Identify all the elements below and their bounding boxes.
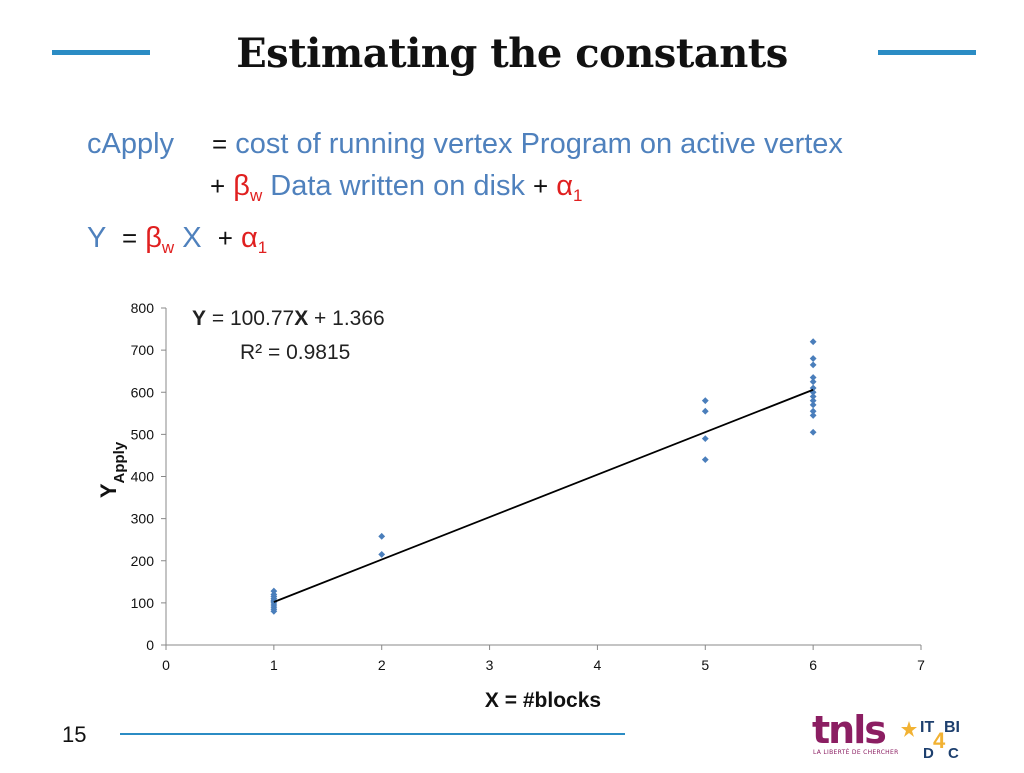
y-tick-label: 100 bbox=[131, 595, 155, 611]
data-point bbox=[809, 393, 817, 400]
x-tick-label: 3 bbox=[486, 657, 494, 673]
data-point bbox=[809, 401, 817, 409]
star-icon bbox=[901, 721, 917, 737]
data-point bbox=[809, 338, 817, 346]
chart-points bbox=[270, 338, 817, 615]
y-tick-label: 700 bbox=[131, 342, 155, 358]
svg-text:4: 4 bbox=[933, 728, 946, 753]
tnls-logo-tagline: LA LIBERTÉ DE CHERCHER bbox=[813, 749, 899, 756]
r-squared: R² = 0.9815 bbox=[240, 341, 350, 364]
plus-sign: + bbox=[210, 171, 226, 201]
plus-sign: + bbox=[533, 171, 549, 201]
equals-sign: = bbox=[212, 129, 228, 159]
regression-equation: Y = 100.77X + 1.366 bbox=[192, 307, 385, 330]
y-axis-label: YApply bbox=[96, 441, 128, 498]
equals-sign: = bbox=[121, 223, 138, 253]
chart-trendline bbox=[273, 388, 814, 603]
slide-title: Estimating the constants bbox=[236, 30, 788, 77]
data-point bbox=[809, 407, 817, 415]
data-point bbox=[701, 456, 709, 464]
y-tick-label: 0 bbox=[146, 637, 154, 653]
footer-line bbox=[120, 733, 625, 735]
data-point bbox=[809, 378, 817, 386]
beta-symbol: βw bbox=[145, 222, 175, 257]
data-point bbox=[809, 397, 817, 405]
title-decoration-left bbox=[52, 50, 150, 55]
title-decoration-right bbox=[878, 50, 976, 55]
data-point bbox=[809, 412, 817, 419]
data-point bbox=[378, 532, 386, 540]
slide-number: 15 bbox=[62, 722, 87, 747]
alpha-symbol: α1 bbox=[556, 170, 583, 205]
data-point bbox=[701, 435, 709, 442]
plus-sign: + bbox=[217, 223, 233, 253]
data-point bbox=[809, 428, 817, 436]
y-tick-label: 200 bbox=[131, 553, 155, 569]
x-tick-label: 6 bbox=[809, 657, 817, 673]
svg-text:D: D bbox=[923, 745, 934, 762]
y-tick-label: 300 bbox=[131, 511, 155, 527]
x-tick-label: 5 bbox=[701, 657, 709, 673]
data-point bbox=[809, 374, 817, 381]
x-tick-label: 2 bbox=[378, 657, 386, 673]
equation-line-1: cApply = cost of running vertex Program … bbox=[87, 128, 843, 161]
x-tick-label: 1 bbox=[270, 657, 278, 673]
data-point bbox=[809, 388, 817, 396]
capply-label: cApply bbox=[87, 128, 175, 160]
trendline bbox=[273, 388, 814, 603]
cost-description: cost of running vertex Program on active… bbox=[235, 128, 843, 160]
data-point bbox=[809, 361, 817, 369]
tnls-logo: tnls bbox=[812, 708, 887, 752]
equation-line-3: Y = βw X + α1 bbox=[87, 222, 268, 257]
y-tick-label: 600 bbox=[131, 384, 155, 400]
x-tick-label: 4 bbox=[594, 657, 602, 673]
data-point bbox=[270, 587, 278, 595]
x-tick-label: 7 bbox=[917, 657, 925, 673]
beta-symbol: βw bbox=[233, 170, 263, 205]
x-variable: X bbox=[182, 222, 202, 254]
y-variable: Y bbox=[87, 222, 106, 254]
data-point bbox=[701, 397, 709, 405]
data-point bbox=[701, 407, 709, 415]
x-tick-label: 0 bbox=[162, 657, 170, 673]
itbi4dc-logo: IT BI 4 D C bbox=[901, 719, 960, 762]
data-point bbox=[809, 355, 817, 362]
svg-text:IT: IT bbox=[920, 719, 934, 736]
y-tick-label: 500 bbox=[131, 426, 155, 442]
svg-text:C: C bbox=[948, 745, 959, 762]
alpha-symbol: α1 bbox=[240, 222, 268, 257]
chart-ticks: 0 100 200 300 400 500 600 700 800 0 1 2 3 4 5 6 7 bbox=[131, 300, 925, 673]
equation-line-2: + βw Data written on disk + α1 bbox=[210, 170, 583, 205]
data-point bbox=[378, 551, 386, 558]
disk-description: Data written on disk bbox=[270, 170, 525, 202]
y-tick-label: 800 bbox=[131, 300, 155, 316]
x-axis-label: X = #blocks bbox=[485, 689, 601, 712]
y-tick-label: 400 bbox=[131, 469, 155, 485]
svg-text:BI: BI bbox=[944, 719, 960, 736]
